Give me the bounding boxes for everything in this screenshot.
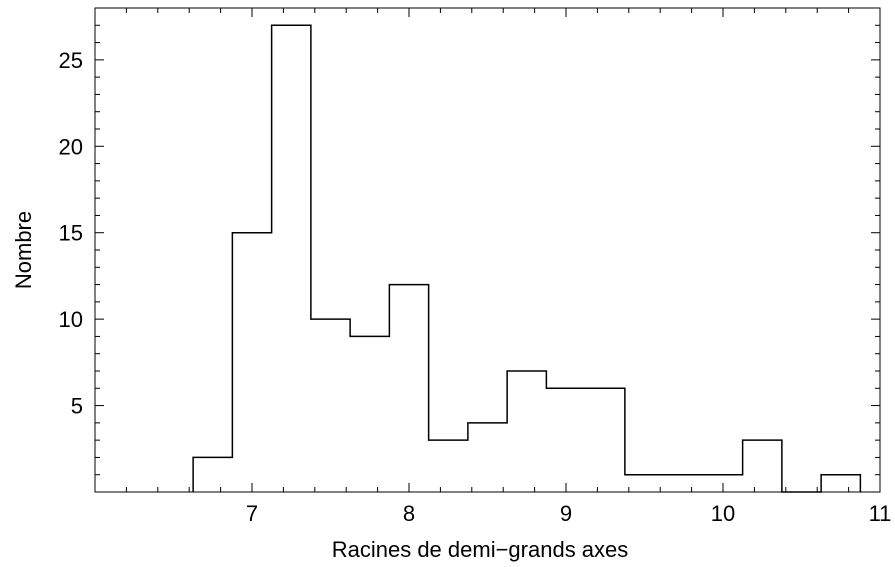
y-tick-label: 15	[59, 221, 83, 246]
histogram-bar	[743, 440, 782, 492]
histogram-bar	[272, 25, 311, 492]
histogram-bar	[821, 475, 860, 492]
histogram-bar	[664, 475, 703, 492]
histogram-bar	[703, 475, 742, 492]
x-tick-label: 10	[711, 501, 735, 526]
histogram-bar	[389, 285, 428, 492]
y-tick-label: 25	[59, 48, 83, 73]
plot-frame	[94, 7, 881, 493]
histogram-bar	[193, 457, 232, 492]
histogram-outline	[192, 24, 862, 493]
x-tick-label: 8	[403, 501, 415, 526]
histogram-bar	[232, 233, 271, 492]
x-tick-label: 11	[869, 501, 892, 526]
y-tick-label: 10	[59, 307, 83, 332]
y-tick-label: 20	[59, 134, 83, 159]
y-tick-label: 5	[71, 394, 83, 419]
histogram-bar	[429, 440, 468, 492]
x-tick-label: 7	[246, 501, 258, 526]
y-axis-label: Nombre	[11, 211, 36, 289]
histogram-bar	[507, 371, 546, 492]
histogram-bar	[546, 388, 585, 492]
histogram-bar	[625, 475, 664, 492]
histogram-bar	[350, 336, 389, 492]
histogram-bar	[586, 388, 625, 492]
histogram-bar	[311, 319, 350, 492]
x-tick-label: 9	[560, 501, 572, 526]
x-axis-label: Racines de demi−grands axes	[332, 537, 629, 562]
histogram-bar	[468, 423, 507, 492]
